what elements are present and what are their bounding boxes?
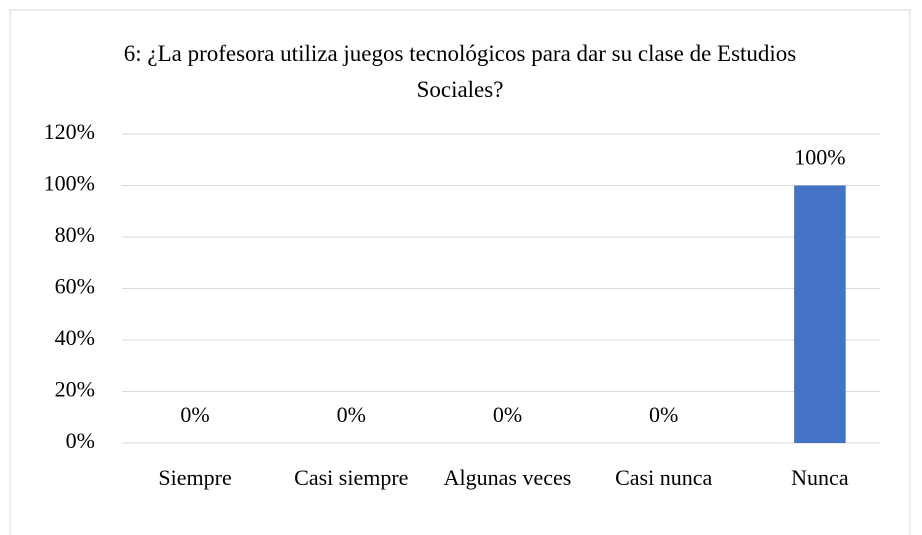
x-tick-label: Casi nunca [615, 465, 713, 490]
chart-title: 6: ¿La profesora utiliza juegos tecnológ… [123, 41, 797, 102]
chart-frame [9, 9, 911, 535]
y-tick-label: 60% [55, 274, 95, 299]
y-tick-label: 100% [44, 171, 95, 196]
x-tick-label: Algunas veces [443, 465, 572, 490]
data-label: 0% [180, 402, 209, 427]
x-tick-label: Siempre [158, 465, 232, 490]
data-label: 100% [794, 145, 845, 170]
data-label: 0% [337, 402, 366, 427]
y-tick-label: 120% [44, 119, 95, 144]
y-tick-label: 0% [66, 428, 95, 453]
data-label: 0% [493, 402, 522, 427]
y-tick-label: 20% [55, 377, 95, 402]
x-tick-label: Casi siempre [294, 465, 409, 490]
y-tick-label: 80% [55, 222, 95, 247]
x-tick-label: Nunca [791, 465, 849, 490]
y-tick-label: 40% [55, 325, 95, 350]
bar [794, 185, 846, 443]
data-label: 0% [649, 402, 678, 427]
